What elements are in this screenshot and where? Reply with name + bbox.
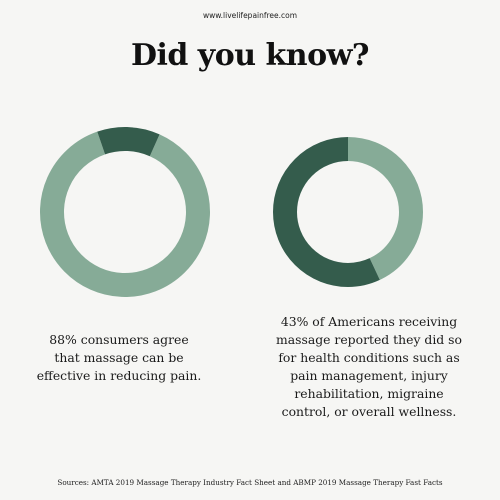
donut-left <box>40 127 210 297</box>
donut-left-slice-1 <box>40 127 210 297</box>
page-title: Did you know? <box>130 38 370 73</box>
stat-caption-right: 43% of Americans receiving massage repor… <box>275 314 462 419</box>
donut-right <box>273 137 423 287</box>
site-url[interactable]: www.livelifepainfree.com <box>202 11 298 20</box>
stat-caption-left: 88% consumers agree that massage can be … <box>36 332 202 383</box>
donut-right-slice-1 <box>273 137 423 287</box>
sources-footer: Sources: AMTA 2019 Massage Therapy Indus… <box>57 478 443 487</box>
